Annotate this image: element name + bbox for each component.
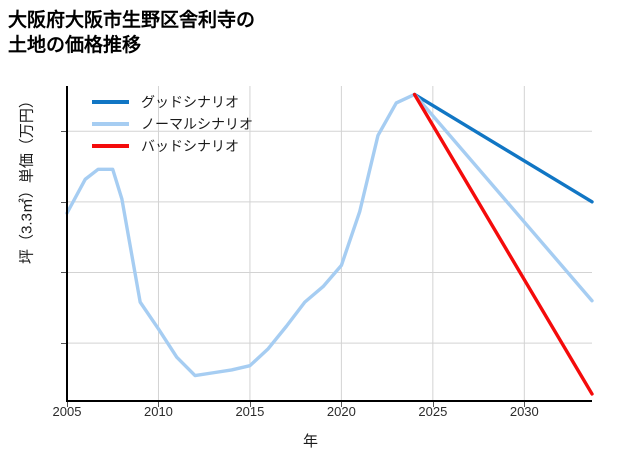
series-line [412, 92, 594, 396]
y-axis-title: 坪（3.3㎡）単価（万円） [18, 93, 36, 264]
series-line [65, 92, 417, 378]
y-tick-mark [61, 201, 66, 203]
x-tick-mark [249, 402, 251, 407]
legend-item[interactable]: ノーマルシナリオ [92, 113, 312, 135]
x-tick-label: 2005 [52, 404, 82, 419]
series-line [412, 92, 594, 303]
y-tick-mark [61, 343, 66, 345]
y-axis-spine [66, 86, 68, 402]
x-tick-mark [524, 402, 526, 407]
legend: グッドシナリオ ノーマルシナリオ バッドシナリオ [92, 91, 312, 157]
x-tick-label: 2015 [235, 404, 265, 419]
y-tick-mark [61, 272, 66, 274]
x-tick-label: 2020 [326, 404, 356, 419]
plot-area [65, 86, 594, 401]
legend-item[interactable]: グッドシナリオ [92, 91, 312, 113]
page-title: 大阪府大阪市生野区舎利寺の 土地の価格推移 [8, 10, 256, 57]
x-tick-mark [67, 402, 68, 407]
x-tick-mark [432, 402, 434, 407]
legend-item[interactable]: バッドシナリオ [92, 135, 312, 157]
y-tick-mark [61, 131, 66, 133]
x-axis-spine [66, 400, 592, 402]
x-tick-label: 2010 [143, 404, 173, 419]
legend-swatch-icon [92, 144, 129, 148]
x-tick-label: 2025 [418, 404, 448, 419]
x-tick-mark [341, 402, 343, 407]
x-tick-label: 2030 [509, 404, 539, 419]
legend-swatch-icon [92, 100, 129, 104]
data-series-layer [65, 92, 594, 396]
legend-swatch-icon [92, 122, 129, 126]
x-tick-mark [158, 402, 160, 407]
legend-item-label: バッドシナリオ [141, 138, 239, 154]
legend-item-label: ノーマルシナリオ [141, 116, 253, 132]
legend-item-label: グッドシナリオ [141, 94, 239, 110]
x-axis-title: 年 [302, 433, 318, 450]
series-line [412, 92, 594, 204]
